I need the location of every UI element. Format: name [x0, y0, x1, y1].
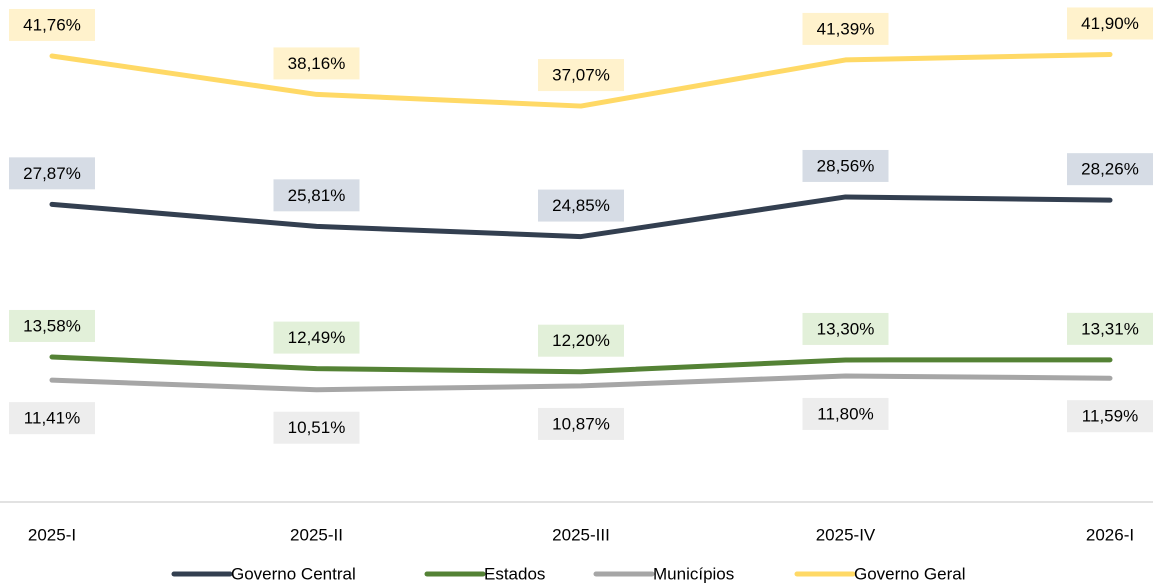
data-label-box — [273, 47, 360, 80]
data-label: 24,85% — [552, 196, 610, 215]
data-label: 13,58% — [23, 316, 81, 335]
series-line — [49, 194, 1113, 240]
data-label-box — [273, 179, 360, 212]
data-label-box — [802, 397, 889, 430]
data-label-box — [538, 324, 624, 357]
x-tick-label: 2026-I — [1086, 525, 1134, 544]
data-label: 41,90% — [1081, 14, 1139, 33]
data-label: 10,51% — [288, 418, 346, 437]
data-label-box — [9, 309, 95, 342]
data-label: 11,80% — [817, 404, 873, 423]
data-label: 12,20% — [552, 331, 610, 350]
data-label-box — [1067, 312, 1153, 345]
data-label-box — [802, 149, 889, 182]
data-label-box — [9, 402, 95, 435]
data-label: 41,39% — [817, 19, 875, 38]
data-label-box — [273, 411, 360, 444]
legend-label: Governo Central — [231, 564, 356, 583]
series-line — [49, 51, 1113, 109]
data-label-box — [9, 157, 95, 190]
data-label: 27,87% — [23, 164, 81, 183]
data-label: 41,76% — [23, 15, 81, 34]
data-label-box — [1067, 153, 1153, 186]
data-label: 28,56% — [817, 156, 875, 175]
data-label: 38,16% — [288, 54, 346, 73]
data-label-box — [273, 321, 360, 354]
data-label: 25,81% — [288, 186, 346, 205]
data-label: 10,87% — [552, 414, 610, 433]
data-label-box — [538, 59, 624, 92]
data-label-box — [1067, 400, 1153, 433]
x-tick-label: 2025-II — [290, 525, 343, 544]
data-label-box — [802, 312, 889, 345]
data-label: 13,30% — [817, 319, 875, 338]
data-label: 37,07% — [552, 66, 610, 85]
data-label-box — [9, 8, 95, 41]
legend-label: Municípios — [653, 564, 734, 583]
data-label-box — [538, 407, 624, 440]
data-label-box — [802, 12, 889, 45]
legend-label: Governo Geral — [854, 564, 966, 583]
legend-label: Estados — [484, 564, 545, 583]
series-line — [49, 373, 1113, 393]
x-tick-label: 2025-IV — [816, 525, 876, 544]
data-label: 11,41% — [24, 409, 80, 428]
x-tick-label: 2025-III — [552, 525, 610, 544]
data-label-box — [538, 189, 624, 222]
data-label: 12,49% — [288, 328, 346, 347]
series-line — [49, 354, 1113, 375]
x-tick-label: 2025-I — [28, 525, 76, 544]
data-label-box — [1067, 7, 1153, 40]
data-label: 28,26% — [1081, 160, 1139, 179]
data-label: 11,59% — [1082, 407, 1138, 426]
data-label: 13,31% — [1081, 319, 1139, 338]
